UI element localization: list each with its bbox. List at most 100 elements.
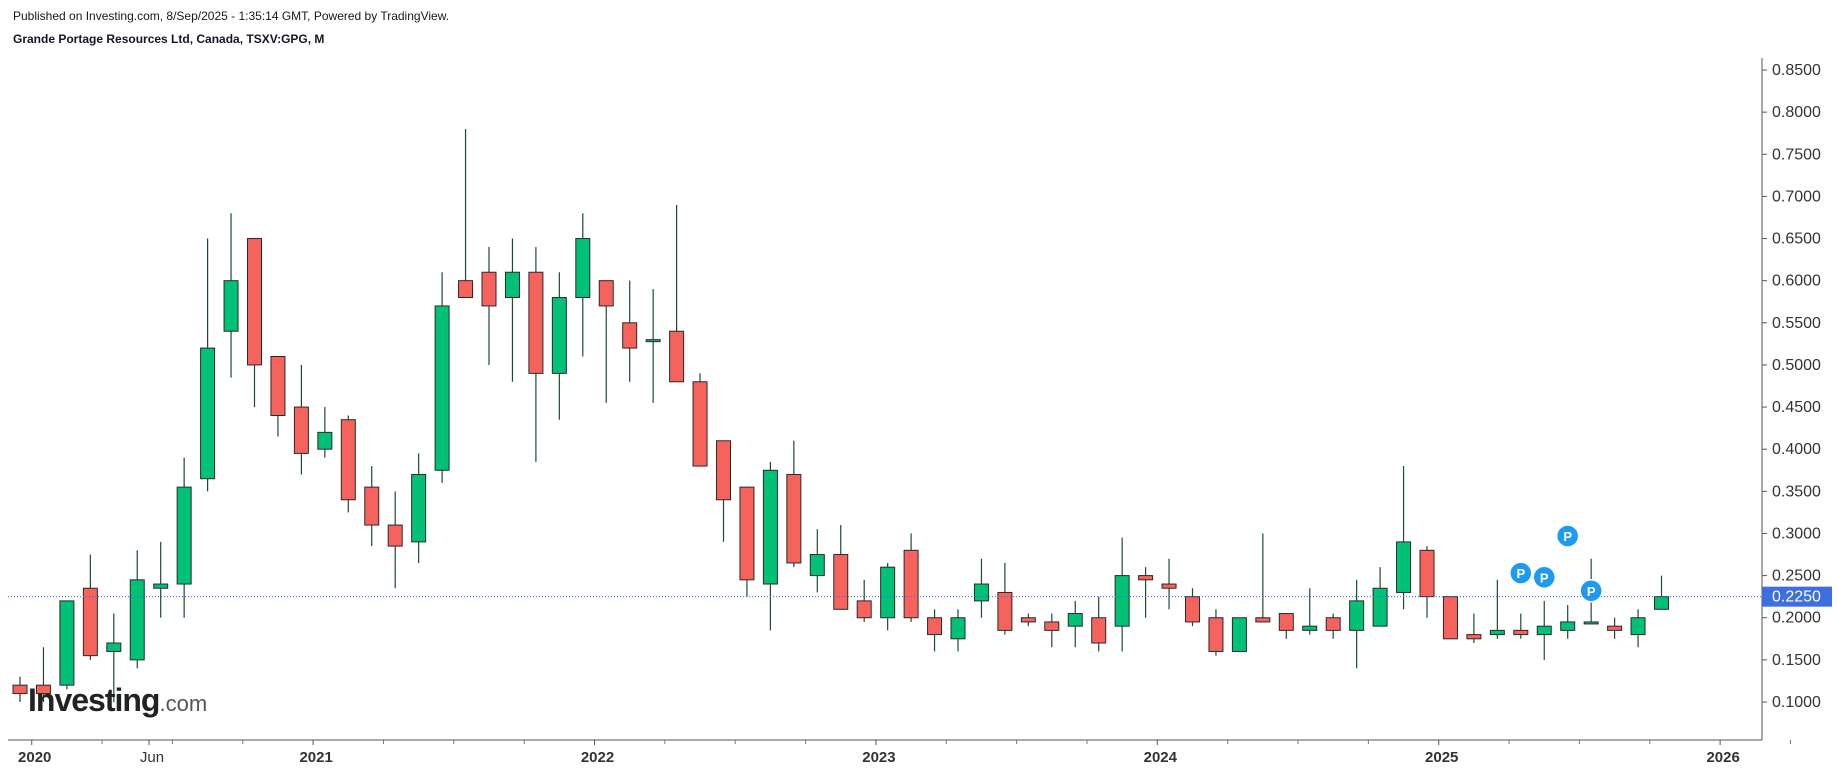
current-price-label: 0.2250 bbox=[1772, 589, 1821, 606]
candle-body bbox=[1513, 629, 1529, 636]
candle-body bbox=[247, 238, 262, 366]
candle bbox=[153, 541, 169, 618]
candle-body bbox=[1044, 621, 1060, 631]
candle bbox=[1185, 588, 1200, 627]
candle-body bbox=[270, 356, 286, 416]
candle-body bbox=[551, 297, 567, 374]
candle-body bbox=[200, 347, 216, 480]
candle-body bbox=[1161, 583, 1177, 589]
candle bbox=[293, 364, 309, 475]
candle-body bbox=[153, 583, 169, 589]
candle bbox=[200, 238, 216, 492]
dividend-marker: P bbox=[1555, 524, 1580, 548]
candle-body bbox=[387, 524, 403, 547]
candle bbox=[598, 280, 614, 403]
candle bbox=[1044, 613, 1060, 648]
candle bbox=[1325, 613, 1341, 639]
candle-body bbox=[1067, 613, 1083, 627]
candle bbox=[1489, 579, 1505, 639]
candle-body bbox=[1114, 575, 1130, 627]
candle bbox=[997, 562, 1013, 635]
dividend-marker-label: P bbox=[1563, 529, 1572, 544]
candle-body bbox=[1091, 617, 1107, 644]
axes: 0.8500 0.8000 0.7500 0.7000 0.6500 0.6000 0.55… bbox=[8, 58, 1821, 766]
dividend-marker-circle bbox=[1509, 561, 1533, 585]
candle-body bbox=[762, 469, 778, 585]
candle-body bbox=[1654, 596, 1669, 610]
candle bbox=[35, 647, 51, 702]
candle bbox=[1278, 613, 1294, 639]
y-tick-label: 0.5500 bbox=[1772, 315, 1821, 332]
x-tick-label: 2020 bbox=[18, 749, 51, 766]
candle-body bbox=[1255, 617, 1271, 623]
candle-body bbox=[293, 406, 309, 454]
candle bbox=[176, 457, 192, 618]
candle-body bbox=[997, 591, 1013, 631]
x-tick-label: 2021 bbox=[299, 749, 332, 766]
candle bbox=[364, 466, 380, 547]
candle bbox=[317, 407, 333, 458]
y-tick-label: 0.8000 bbox=[1772, 104, 1821, 121]
y-tick-label: 0.5000 bbox=[1772, 357, 1821, 374]
candle bbox=[1255, 533, 1271, 623]
candle-body bbox=[1208, 617, 1224, 652]
candle-body bbox=[1560, 621, 1576, 631]
candle-body bbox=[669, 330, 685, 383]
candle-body bbox=[809, 554, 825, 577]
candle-body bbox=[1372, 587, 1388, 627]
y-tick-label: 0.3000 bbox=[1772, 525, 1821, 542]
chart-title: Grande Portage Resources Ltd, Canada, TS… bbox=[13, 32, 325, 46]
candle bbox=[1560, 605, 1576, 639]
dividend-marker-label: P bbox=[1587, 584, 1596, 599]
candle-body bbox=[1489, 629, 1505, 636]
candle-body bbox=[1419, 549, 1435, 598]
investing-logo: Investing.com bbox=[28, 682, 207, 719]
candle bbox=[1020, 613, 1036, 627]
x-tick-label: 2024 bbox=[1144, 749, 1178, 766]
candle bbox=[1091, 596, 1107, 652]
candle bbox=[809, 529, 825, 593]
candle bbox=[270, 356, 286, 437]
candle-body bbox=[458, 280, 474, 299]
candle-body bbox=[716, 440, 731, 501]
dividend-marker: P bbox=[1509, 561, 1533, 585]
candle bbox=[950, 609, 966, 652]
y-tick-label: 0.7000 bbox=[1772, 188, 1821, 205]
candle bbox=[856, 579, 872, 622]
candle-body bbox=[340, 419, 356, 501]
logo-brand: Investing bbox=[28, 682, 160, 718]
candle bbox=[12, 676, 28, 702]
candle bbox=[247, 238, 262, 408]
candle bbox=[528, 246, 544, 462]
candle-body bbox=[12, 684, 28, 695]
candle bbox=[1654, 575, 1669, 610]
candle bbox=[1396, 466, 1412, 610]
x-tick-label: Jun bbox=[140, 749, 164, 766]
candle bbox=[129, 550, 145, 669]
candle bbox=[880, 562, 896, 631]
candle bbox=[1513, 613, 1529, 639]
candle-body bbox=[950, 617, 966, 640]
candle-body bbox=[59, 600, 75, 686]
candle bbox=[1231, 617, 1247, 652]
candle-body bbox=[528, 271, 544, 374]
candle-body bbox=[504, 271, 520, 299]
y-tick-label: 0.2500 bbox=[1772, 568, 1821, 585]
candle bbox=[504, 238, 520, 382]
candle bbox=[551, 272, 567, 420]
candle bbox=[1630, 609, 1646, 648]
x-tick-label: 2026 bbox=[1706, 749, 1739, 766]
candle-body bbox=[1231, 617, 1247, 652]
candle bbox=[903, 533, 919, 622]
candles bbox=[12, 128, 1669, 702]
candle-body bbox=[927, 617, 943, 636]
dividend-marker: P bbox=[1532, 565, 1556, 590]
candle-body bbox=[973, 583, 989, 602]
candle-body bbox=[1020, 617, 1036, 623]
candle-body bbox=[622, 322, 638, 349]
candle-body bbox=[1302, 625, 1318, 631]
candle-body bbox=[833, 554, 849, 610]
published-notice: Published on Investing.com, 8/Sep/2025 -… bbox=[13, 9, 450, 23]
candle-body bbox=[106, 642, 122, 652]
